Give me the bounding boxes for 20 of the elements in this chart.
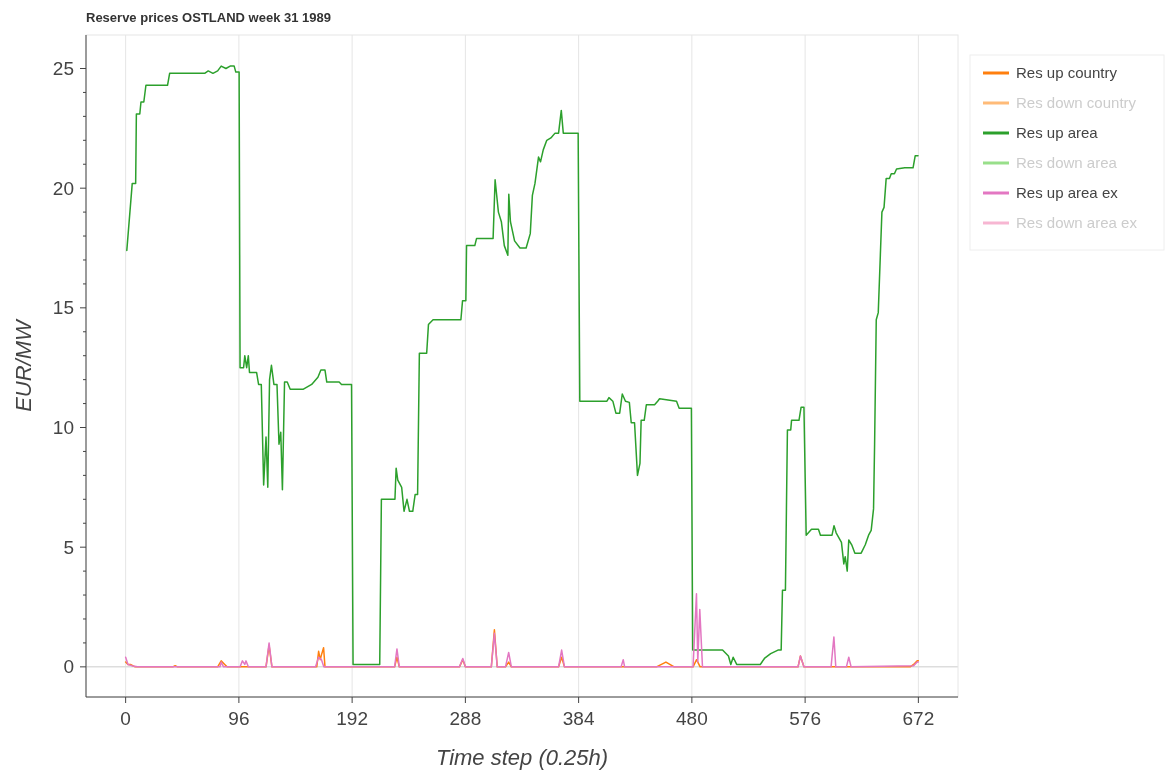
y-tick-label: 5 [63,536,74,558]
legend-label: Res up country [1016,64,1118,82]
x-tick-label: 576 [789,708,821,729]
legend-label: Res up area ex [1016,184,1119,202]
x-tick-label: 672 [902,708,935,729]
x-tick-label: 288 [449,708,482,729]
x-tick-label: 192 [336,708,368,729]
y-tick-label: 0 [63,656,74,678]
x-tick-label: 384 [562,708,595,729]
y-tick-label: 15 [52,297,74,319]
y-tick-label: 20 [52,177,74,199]
x-tick-label: 480 [676,708,708,729]
x-tick-label: 96 [228,708,250,729]
y-tick-label: 10 [52,417,74,439]
y-tick-label: 25 [52,58,74,80]
y-axis-title: EUR/MW [11,317,36,412]
legend-label: Res up area [1016,124,1099,142]
x-tick-label: 0 [120,708,131,729]
x-axis-title: Time step (0.25h) [435,745,609,770]
chart-title: Reserve prices OSTLAND week 31 1989 [86,10,331,25]
